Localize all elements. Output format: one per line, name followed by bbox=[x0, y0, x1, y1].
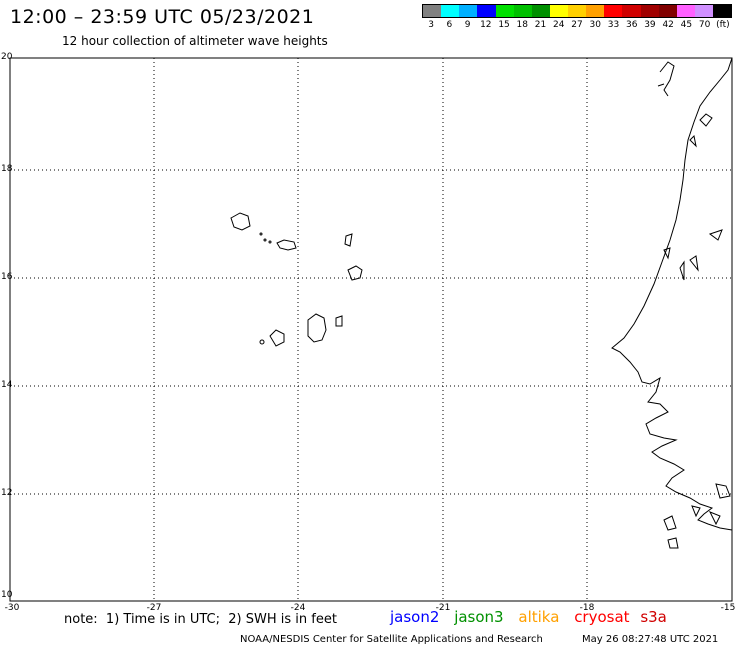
colorbar-label: 12 bbox=[480, 20, 492, 30]
colorbar-swatch bbox=[622, 5, 641, 17]
colorbar-swatch bbox=[676, 5, 695, 17]
colorbar-swatch bbox=[694, 5, 713, 17]
lon-label-24w: -24 bbox=[290, 603, 306, 613]
colorbar-label: 15 bbox=[498, 20, 510, 30]
credit-line: NOAA/NESDIS Center for Satellite Applica… bbox=[240, 634, 543, 645]
lon-label-18w: -18 bbox=[579, 603, 595, 613]
satellite-legend: jason2 jason3 altika cryosat s3a bbox=[390, 608, 677, 626]
colorbar-label: 36 bbox=[625, 20, 638, 30]
colorbar-label: 39 bbox=[644, 20, 656, 30]
legend-altika: altika bbox=[518, 608, 560, 626]
colorbar-label: 21 bbox=[534, 20, 547, 30]
lat-label-20: 20 bbox=[1, 52, 13, 62]
map-subtitle: 12 hour collection of altimeter wave hei… bbox=[62, 34, 328, 48]
colorbar-swatch bbox=[495, 5, 514, 17]
colorbar-swatch bbox=[658, 5, 677, 17]
lat-label-18: 18 bbox=[1, 164, 13, 174]
colorbar-swatch bbox=[423, 5, 442, 17]
lon-label-21w: -21 bbox=[435, 603, 451, 613]
lon-label-15w: -15 bbox=[720, 603, 736, 613]
coast-detail-south bbox=[663, 483, 731, 549]
lat-label-14: 14 bbox=[1, 380, 13, 390]
legend-s3a: s3a bbox=[640, 608, 667, 626]
colorbar-label: 45 bbox=[680, 20, 693, 30]
map-frame bbox=[9, 57, 733, 602]
colorbar-swatch bbox=[568, 5, 587, 17]
colorbar-label: 3 bbox=[428, 20, 434, 30]
map-title: 12:00 – 23:59 UTC 05/23/2021 bbox=[10, 6, 315, 28]
colorbar-label: 42 bbox=[662, 20, 674, 30]
colorbar-swatch bbox=[549, 5, 568, 17]
wave-height-colorbar bbox=[422, 4, 732, 18]
colorbar-swatch bbox=[441, 5, 460, 17]
grid-lines bbox=[10, 58, 732, 601]
colorbar-label: 18 bbox=[516, 20, 529, 30]
colorbar-label: (ft) bbox=[716, 20, 730, 30]
colorbar-label: 9 bbox=[464, 20, 471, 30]
colorbar-swatch bbox=[477, 5, 496, 17]
lat-label-10: 10 bbox=[1, 590, 13, 600]
lat-label-12: 12 bbox=[1, 488, 13, 498]
africa-coastline bbox=[611, 57, 733, 531]
colorbar-swatch bbox=[586, 5, 605, 17]
lat-label-16: 16 bbox=[1, 272, 13, 282]
lon-label-30w: -30 bbox=[4, 603, 20, 613]
units-note: note: 1) Time is in UTC; 2) SWH is in fe… bbox=[64, 612, 337, 627]
colorbar-swatch bbox=[604, 5, 623, 17]
colorbar-label: 70 bbox=[698, 20, 711, 30]
colorbar-swatch bbox=[640, 5, 659, 17]
colorbar-label: 6 bbox=[446, 20, 453, 30]
coast-detail-north bbox=[657, 61, 723, 281]
colorbar-swatch bbox=[713, 5, 732, 17]
lon-label-27w: -27 bbox=[146, 603, 162, 613]
legend-jason3: jason3 bbox=[454, 608, 504, 626]
colorbar-swatch bbox=[513, 5, 532, 17]
colorbar-label: 24 bbox=[553, 20, 565, 30]
colorbar-swatch bbox=[459, 5, 478, 17]
legend-cryosat: cryosat bbox=[574, 608, 630, 626]
legend-jason2: jason2 bbox=[390, 608, 440, 626]
generated-timestamp: May 26 08:27:48 UTC 2021 bbox=[582, 634, 719, 645]
colorbar-label: 33 bbox=[607, 20, 620, 30]
colorbar-label: 30 bbox=[589, 20, 601, 30]
colorbar-label: 27 bbox=[571, 20, 583, 30]
cape-verde-islands bbox=[230, 212, 363, 347]
colorbar-swatch bbox=[531, 5, 550, 17]
